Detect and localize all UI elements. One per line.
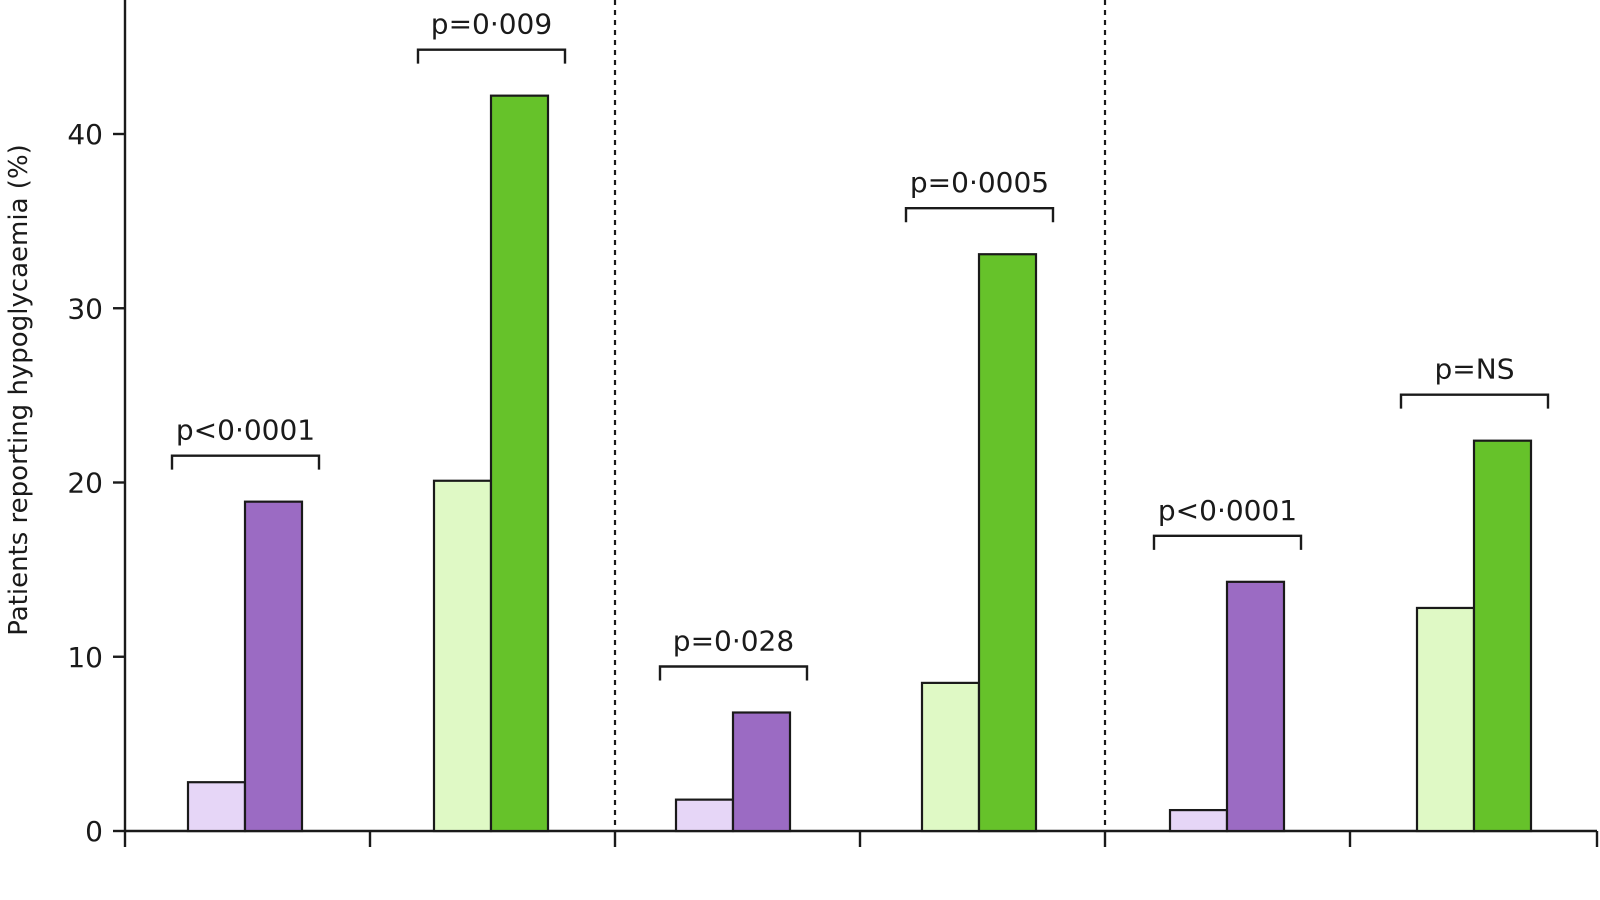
panel-3-green-bar-2 (1472, 439, 1533, 833)
y-tick-label-40: 40 (67, 118, 103, 151)
y-tick-label-30: 30 (67, 292, 103, 325)
panel-3-green-significance-bracket (1399, 393, 1550, 409)
y-tick-label-20: 20 (67, 467, 103, 500)
panel-3-purple-bar-2 (1225, 580, 1286, 833)
panel-1-purple-significance-bracket (170, 454, 321, 470)
panel-3-purple-p-value: p<0·0001 (1158, 494, 1297, 527)
y-axis-title: Patients reporting hypoglycaemia (%) (4, 144, 34, 636)
panel-3-green-p-value: p=NS (1435, 353, 1515, 386)
panel-2-green-bar-2 (977, 253, 1038, 833)
panel-2-green-p-value: p=0·0005 (910, 166, 1049, 199)
y-tick-label-10: 10 (67, 641, 103, 674)
panel-1-green-bar-2 (489, 94, 550, 833)
y-tick-label-0: 0 (85, 815, 103, 848)
panel-2-green-significance-bracket (904, 207, 1055, 223)
panel-3-green-bar-1 (1415, 606, 1476, 833)
panel-2-purple-p-value: p=0·028 (673, 625, 794, 658)
panel-1-purple-bar-1 (186, 781, 247, 833)
panel-1-green-significance-bracket (416, 48, 567, 64)
panel-2-purple-bar-2 (731, 711, 792, 833)
panel-3-purple-bar-1 (1168, 808, 1229, 833)
panel-2-purple-significance-bracket (658, 665, 809, 681)
panel-1-purple-bar-2 (243, 500, 304, 833)
panel-3-purple-significance-bracket (1152, 534, 1303, 550)
panel-1-green-bar-1 (432, 479, 493, 833)
panel-2-green-bar-1 (920, 681, 981, 833)
panel-2-purple-bar-1 (674, 798, 735, 833)
panel-1-green-p-value: p=0·009 (431, 8, 552, 41)
panel-1-purple-p-value: p<0·0001 (176, 414, 315, 447)
